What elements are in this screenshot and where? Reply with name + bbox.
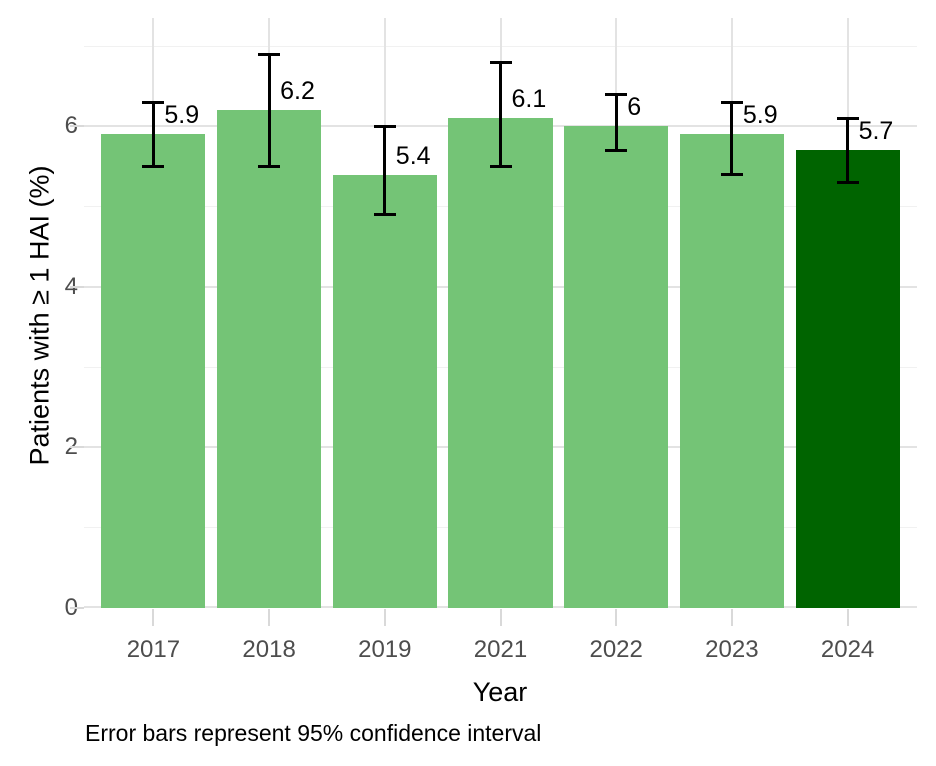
error-bar-cap	[720, 173, 743, 177]
error-bar-cap	[836, 181, 859, 185]
bar	[217, 110, 322, 608]
caption: Error bars represent 95% confidence inte…	[85, 720, 542, 746]
error-bar	[499, 62, 502, 167]
bar-value-label: 6.2	[280, 77, 315, 106]
error-bar-cap	[836, 116, 859, 120]
x-tick-label: 2024	[820, 636, 875, 663]
x-tick-label: 2023	[705, 636, 759, 663]
x-tick-label: 2021	[473, 636, 528, 663]
y-axis-tick	[70, 446, 84, 449]
x-axis-tick	[846, 609, 849, 626]
error-bar-cap	[605, 92, 628, 96]
y-axis-tick	[70, 607, 84, 609]
bar	[795, 150, 900, 608]
bar	[564, 126, 669, 608]
error-bar-cap	[720, 100, 743, 104]
error-bar-cap	[489, 165, 512, 169]
error-bar	[846, 118, 850, 183]
y-axis-tick	[70, 125, 84, 128]
bar-value-label: 6	[627, 93, 642, 122]
error-bar-cap	[142, 165, 165, 169]
x-axis-tick	[615, 609, 618, 626]
bar-value-label: 5.9	[164, 101, 200, 130]
x-tick-label: 2018	[242, 636, 296, 663]
x-axis-tick	[268, 609, 271, 626]
bar-value-label: 5.9	[742, 101, 778, 130]
x-tick-label: 2019	[358, 636, 412, 663]
bar-value-label: 5.7	[858, 117, 894, 146]
bar-value-label: 5.4	[395, 141, 431, 170]
bar	[679, 134, 784, 608]
bar-value-label: 6.1	[511, 85, 547, 114]
error-bar	[267, 54, 271, 167]
x-axis-tick	[152, 609, 155, 626]
x-tick-label: 2022	[589, 636, 643, 663]
error-bar	[383, 126, 387, 215]
y-axis-tick	[70, 285, 84, 288]
x-axis-tick	[730, 609, 733, 626]
x-axis-tick	[383, 609, 386, 626]
x-axis-tick	[499, 609, 502, 626]
x-axis-title: Year	[472, 677, 528, 707]
error-bar-cap	[142, 100, 165, 104]
error-bar-cap	[373, 124, 396, 128]
error-bar-cap	[605, 148, 628, 152]
error-bar	[614, 94, 618, 151]
error-bar-cap	[258, 52, 281, 56]
x-tick-label: 2017	[126, 636, 181, 663]
bar	[101, 134, 206, 608]
error-bar	[151, 102, 155, 167]
bar	[448, 118, 553, 608]
error-bar-cap	[489, 60, 512, 64]
error-bar-cap	[258, 165, 281, 169]
error-bar	[730, 102, 734, 175]
error-bar-cap	[373, 213, 396, 217]
plot-panel: 5.9 6.2 5.4 6.1 6 5.9 5.7	[84, 18, 917, 608]
bar	[332, 174, 437, 608]
